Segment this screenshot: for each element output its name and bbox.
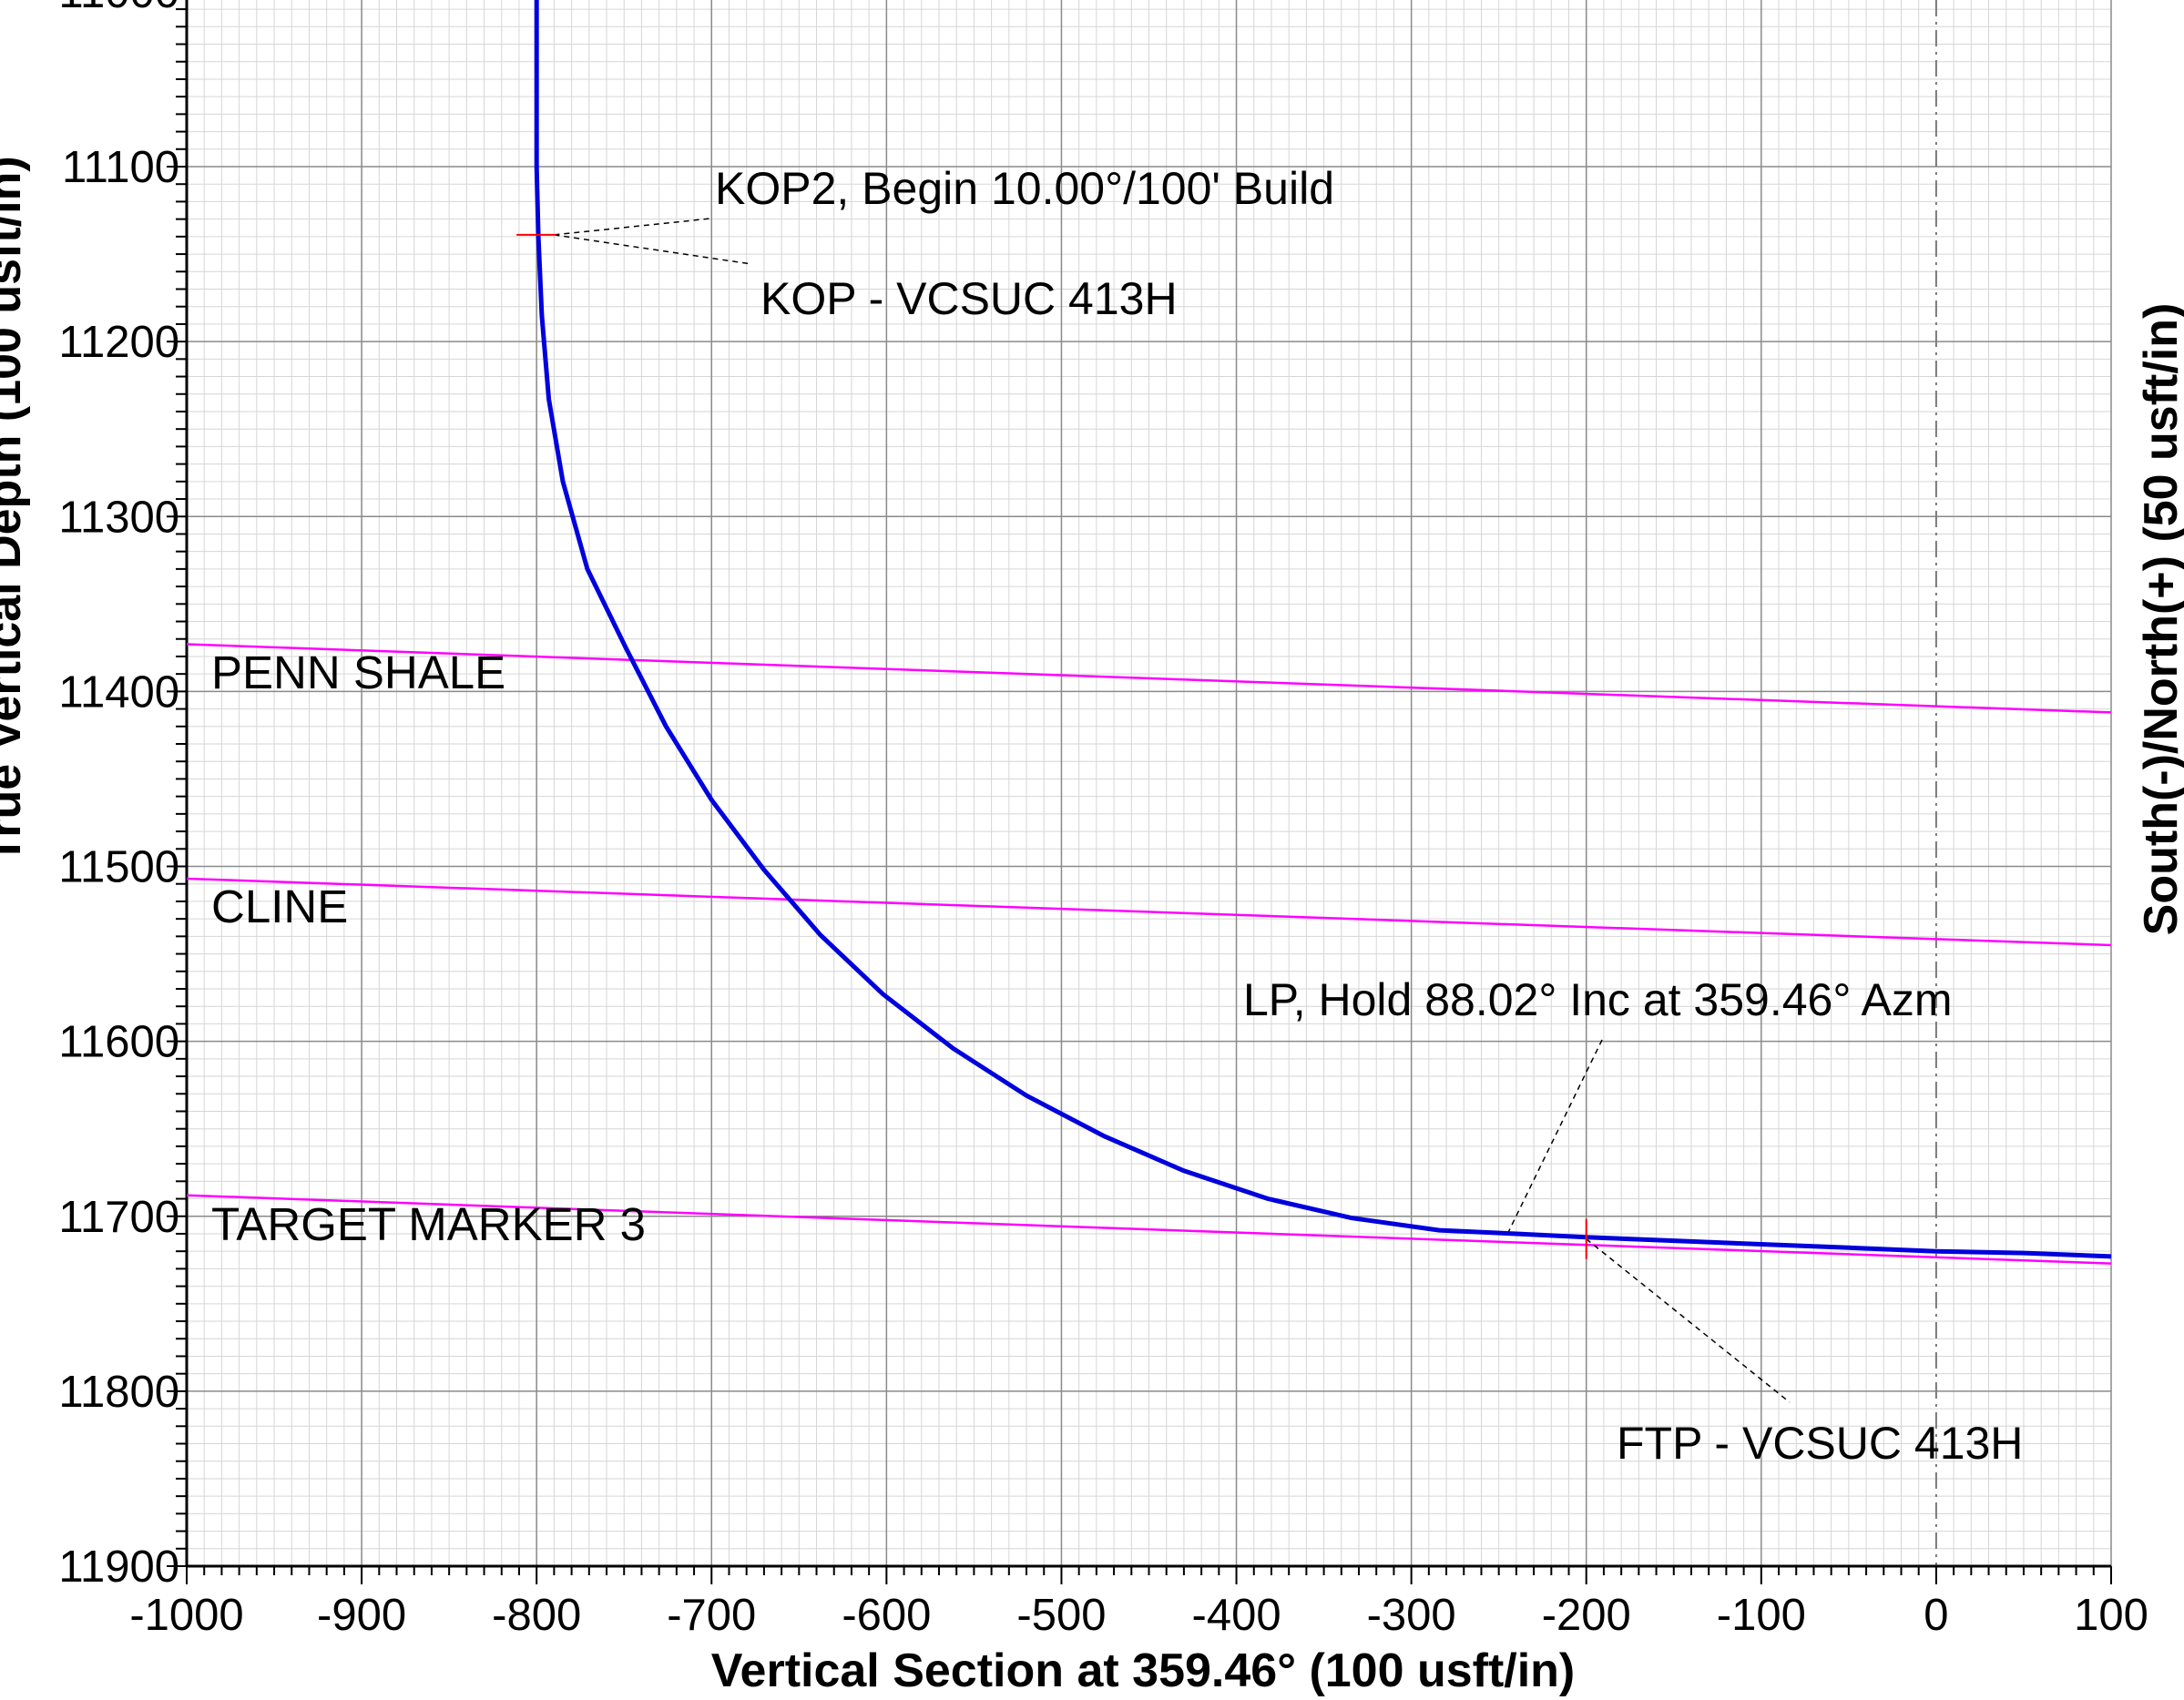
formation-label-penn-shale: PENN SHALE bbox=[211, 646, 505, 698]
annotation-leader bbox=[554, 234, 752, 265]
y-tick-label: 11000 bbox=[58, 0, 179, 17]
x-axis-title: Vertical Section at 359.46° (100 usft/in… bbox=[711, 1644, 1576, 1697]
x-tick-label: -400 bbox=[1192, 1591, 1281, 1640]
formation-label-cline: CLINE bbox=[211, 881, 348, 932]
y-tick-label: 11200 bbox=[58, 318, 179, 367]
x-tick-label: -500 bbox=[1016, 1591, 1106, 1640]
axes: -1000 -900 -800 -700 -600 -500 -400 -300 -200 -10… bbox=[58, 0, 2148, 1640]
annotation-kop2: KOP2, Begin 10.00°/100' Build bbox=[715, 163, 1334, 214]
y-tick-label: 11400 bbox=[58, 667, 179, 717]
annotation-ftp: FTP - VCSUC 413H bbox=[1617, 1418, 2023, 1469]
y-tick-label: 11700 bbox=[58, 1193, 179, 1242]
x-tick-label: -300 bbox=[1367, 1591, 1456, 1640]
x-tick-label: -200 bbox=[1542, 1591, 1631, 1640]
annotation-kop: KOP - VCSUC 413H bbox=[760, 273, 1178, 324]
formation-line bbox=[186, 877, 2112, 947]
y-axis-title: True Vertical Depth (100 usft/in) bbox=[0, 156, 31, 863]
wellpath-series bbox=[534, 0, 2112, 1259]
formation-label-target-marker-3: TARGET MARKER 3 bbox=[211, 1198, 646, 1250]
x-tick-label: -700 bbox=[667, 1591, 756, 1640]
wellpath-line bbox=[534, 0, 2112, 1259]
formation-line bbox=[186, 643, 2112, 714]
formation-lines bbox=[186, 643, 2112, 1265]
chart-labels: Vertical Section at 359.46° (100 usft/in… bbox=[0, 156, 2184, 1697]
annotation-lp: LP, Hold 88.02° Inc at 359.46° Azm bbox=[1243, 974, 1952, 1025]
x-tick-label: -800 bbox=[492, 1591, 581, 1640]
annotation-leader bbox=[1586, 1238, 1791, 1403]
x-tick-label: 0 bbox=[1924, 1591, 1948, 1640]
y-tick-label: 11300 bbox=[58, 493, 179, 542]
right-axis-title: South(-)/North(+) (50 usft/in) bbox=[2135, 303, 2184, 936]
minor-gridlines bbox=[187, 0, 2111, 1566]
annotation-leaders bbox=[554, 218, 1791, 1403]
x-tick-label: -600 bbox=[842, 1591, 931, 1640]
major-gridlines bbox=[186, 0, 2112, 1567]
x-tick-label: -100 bbox=[1717, 1591, 1806, 1640]
annotation-leader bbox=[554, 218, 711, 236]
y-tick-label: 11500 bbox=[58, 843, 179, 892]
y-tick-label: 11100 bbox=[62, 143, 179, 192]
x-tick-label: 100 bbox=[2074, 1591, 2148, 1640]
y-tick-label: 11900 bbox=[58, 1542, 179, 1592]
annotation-leader bbox=[1506, 1037, 1604, 1235]
y-tick-label: 11600 bbox=[58, 1018, 179, 1067]
y-tick-label: 11800 bbox=[58, 1368, 179, 1417]
formation-line bbox=[186, 1194, 2112, 1265]
point-markers bbox=[516, 233, 1587, 1259]
x-tick-label: -900 bbox=[317, 1591, 406, 1640]
x-tick-label: -1000 bbox=[129, 1591, 243, 1640]
